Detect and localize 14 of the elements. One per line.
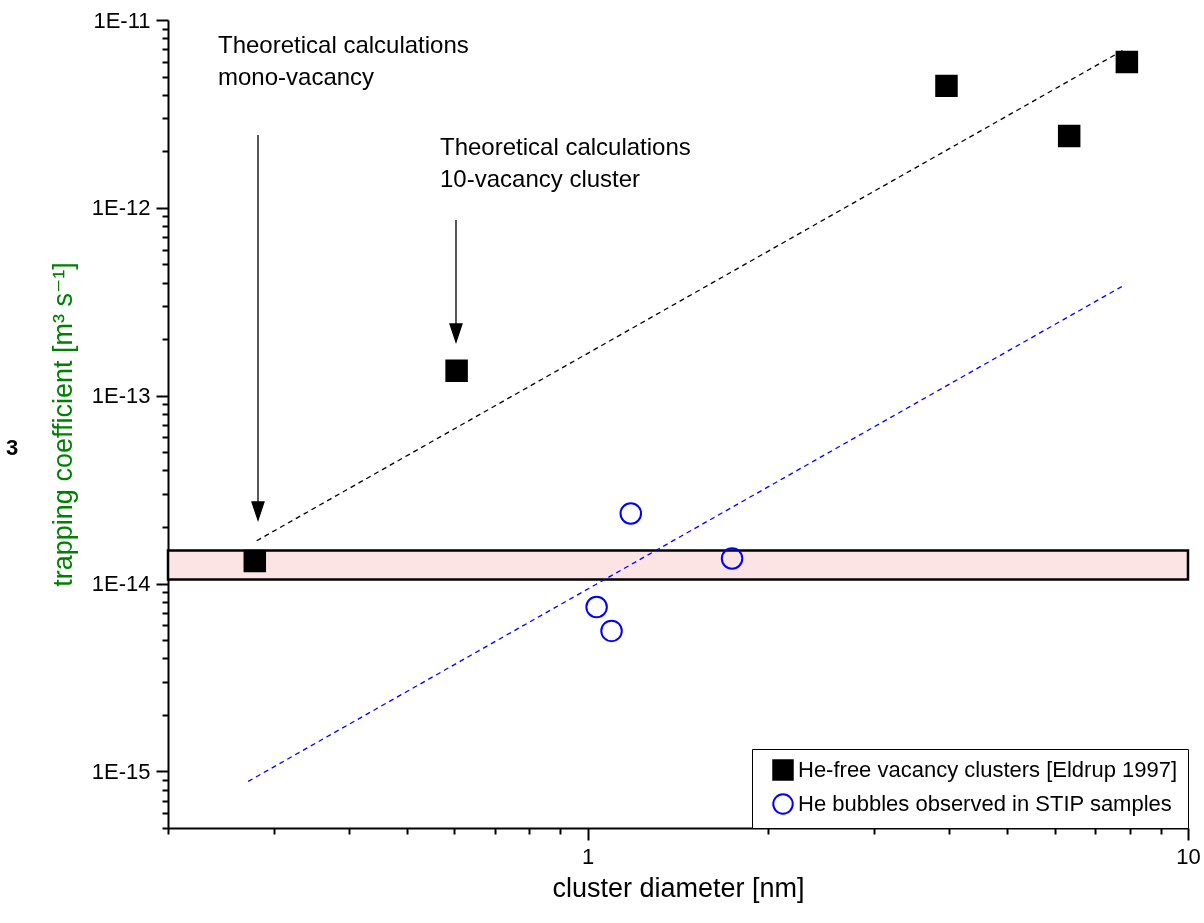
x-tick-label: 1: [582, 843, 595, 869]
legend-label: He bubbles observed in STIP samples: [798, 791, 1172, 816]
x-axis-title: cluster diameter [nm]: [552, 872, 805, 903]
y-tick-label: 1E-13: [91, 383, 151, 409]
y-tick-label: 1E-14: [91, 571, 151, 597]
x-tick-label: 10: [1176, 843, 1201, 869]
annotation: Theoretical calculations mono-vacancy: [218, 31, 469, 90]
annotation: Theoretical calculations 10-vacancy cluster: [440, 133, 691, 192]
legend-label: He-free vacancy clusters [Eldrup 1997]: [798, 757, 1178, 782]
y-axis-title: trapping coefficient [m³ s⁻¹]: [47, 262, 78, 587]
y-tick-label: 1E-15: [91, 758, 151, 784]
y-tick-label: 1E-12: [91, 195, 151, 221]
text: 3: [6, 435, 19, 460]
y-tick-label: 1E-11: [93, 7, 151, 33]
